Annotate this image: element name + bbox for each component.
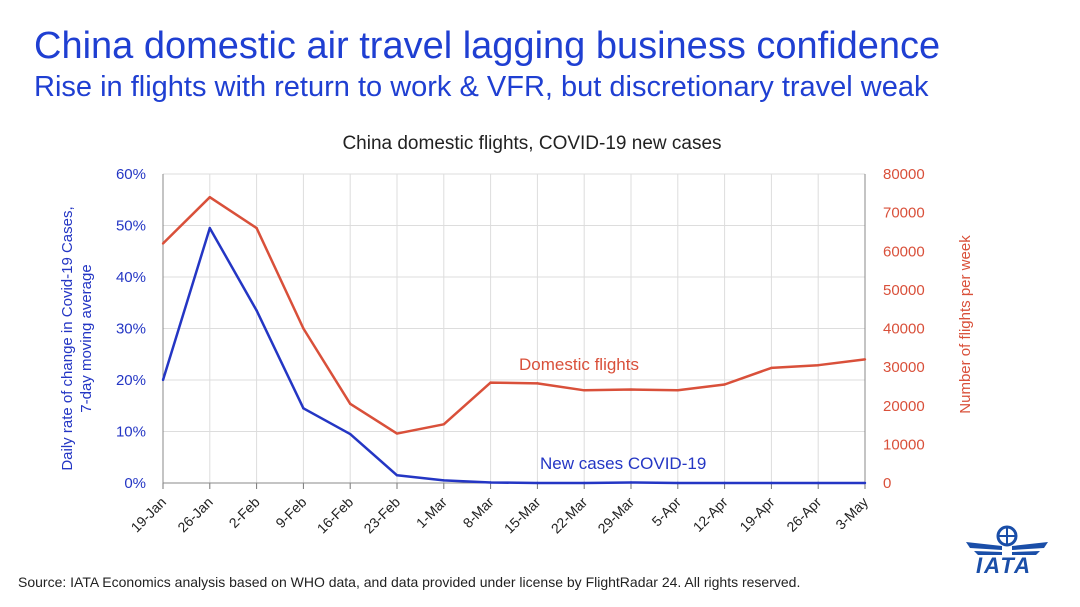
left-axis-title-line2: 7-day moving average	[78, 264, 95, 412]
data-point-domestic-flights	[863, 358, 867, 361]
data-point-domestic-flights	[583, 389, 586, 392]
source-note: Source: IATA Economics analysis based on…	[18, 574, 801, 590]
data-point-new-cases	[723, 481, 726, 485]
iata-logo-text: IATA	[976, 553, 1033, 578]
data-point-domestic-flights	[817, 363, 820, 367]
x-tick-label: 12-Apr	[690, 494, 731, 535]
right-tick-label: 50000	[883, 282, 925, 299]
page-subtitle: Rise in flights with return to work & VF…	[34, 71, 929, 103]
data-point-domestic-flights	[629, 388, 633, 391]
data-point-new-cases	[817, 481, 820, 485]
left-tick-label: 60%	[116, 166, 146, 183]
data-point-new-cases	[395, 474, 399, 477]
data-point-new-cases	[255, 309, 258, 312]
left-tick-label: 30%	[116, 321, 146, 338]
data-point-domestic-flights	[208, 195, 211, 199]
left-axis-title: Daily rate of change in Covid-19 Cases,	[59, 206, 76, 470]
data-point-new-cases	[161, 378, 165, 382]
x-tick-label: 2-Feb	[226, 494, 263, 531]
data-point-domestic-flights	[489, 381, 492, 384]
x-tick-label: 9-Feb	[272, 494, 309, 531]
x-tick-label: 3-May	[832, 494, 871, 533]
left-tick-label: 20%	[116, 372, 146, 389]
x-tick-label: 8-Mar	[460, 494, 497, 531]
series-line-domestic-flights	[162, 195, 866, 435]
x-tick-label: 26-Apr	[783, 494, 824, 535]
data-point-domestic-flights	[676, 389, 679, 392]
right-tick-label: 40000	[883, 321, 925, 338]
series-label-new-cases: New cases COVID-19	[540, 454, 706, 473]
right-axis-title: Number of flights per week	[957, 235, 974, 414]
x-tick-label: 19-Apr	[736, 494, 777, 535]
data-point-domestic-flights	[255, 226, 258, 230]
x-tick-label: 26-Jan	[174, 494, 216, 536]
data-point-domestic-flights	[161, 242, 165, 245]
page-title: China domestic air travel lagging busine…	[34, 25, 941, 67]
right-tick-label: 30000	[883, 359, 925, 376]
data-point-new-cases	[489, 481, 492, 484]
x-tick-label: 29-Mar	[594, 494, 637, 537]
iata-globe-icon	[966, 525, 1048, 555]
right-tick-label: 0	[883, 475, 891, 492]
data-point-new-cases	[536, 481, 539, 485]
data-point-new-cases	[629, 481, 633, 484]
x-tick-label: 5-Apr	[648, 494, 684, 530]
data-point-new-cases	[302, 407, 305, 410]
data-point-new-cases	[442, 479, 445, 482]
right-tick-label: 20000	[883, 398, 925, 415]
left-tick-label: 40%	[116, 269, 146, 286]
x-tick-label: 16-Feb	[314, 494, 357, 537]
x-tick-label: 22-Mar	[548, 494, 591, 537]
x-tick-label: 1-Mar	[413, 494, 450, 531]
data-point-domestic-flights	[536, 382, 539, 385]
data-point-domestic-flights	[395, 432, 399, 435]
data-point-domestic-flights	[723, 383, 726, 386]
series-line-new-cases	[161, 226, 865, 485]
x-tick-label: 15-Mar	[501, 494, 544, 537]
series-label-domestic-flights: Domestic flights	[519, 355, 639, 374]
data-point-new-cases	[349, 432, 352, 436]
data-point-new-cases	[208, 226, 211, 230]
x-tick-label: 23-Feb	[360, 494, 403, 537]
left-tick-label: 10%	[116, 424, 146, 441]
data-point-new-cases	[770, 481, 773, 485]
data-point-new-cases	[676, 481, 679, 485]
left-tick-label: 0%	[124, 475, 146, 492]
x-tick-label: 19-Jan	[128, 494, 170, 536]
right-tick-label: 70000	[883, 205, 925, 222]
data-point-domestic-flights	[442, 423, 445, 426]
data-point-domestic-flights	[770, 366, 773, 370]
data-point-domestic-flights	[302, 327, 305, 330]
right-tick-label: 10000	[883, 436, 925, 453]
right-tick-label: 60000	[883, 243, 925, 260]
data-point-new-cases	[583, 481, 586, 485]
data-point-new-cases	[863, 481, 867, 485]
left-tick-label: 50%	[116, 218, 146, 235]
right-tick-label: 80000	[883, 166, 925, 183]
data-point-domestic-flights	[349, 402, 352, 406]
chart-title: China domestic flights, COVID-19 new cas…	[342, 133, 721, 154]
